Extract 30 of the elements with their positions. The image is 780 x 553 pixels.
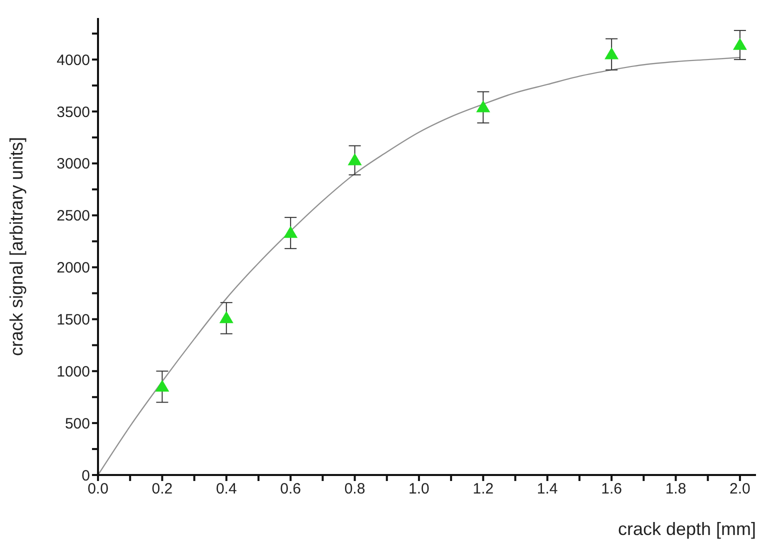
x-tick-label: 0.6 [280, 480, 302, 498]
x-tick-label: 0.4 [216, 480, 237, 498]
x-tick-label: 1.4 [536, 480, 558, 498]
y-tick-label: 3000 [56, 156, 90, 173]
y-tick-label: 0 [82, 467, 90, 484]
y-tick-label: 2000 [56, 260, 90, 277]
x-tick-label: 1.0 [408, 480, 430, 498]
point [604, 47, 619, 60]
point [348, 153, 362, 166]
y-tick-label: 1000 [56, 363, 90, 380]
y-tick-label: 2500 [56, 208, 90, 225]
x-tick-label: 1.2 [472, 480, 494, 498]
y-tick-label: 500 [64, 415, 90, 432]
x-tick-label: 2.0 [730, 480, 750, 498]
point [732, 38, 747, 50]
y-tick-label: 1500 [56, 312, 90, 329]
point [219, 311, 234, 324]
point [155, 380, 170, 392]
y-tick-label: 4000 [56, 52, 90, 69]
x-tick-label: 0.8 [344, 480, 366, 498]
x-tick-label: 1.6 [601, 480, 622, 498]
x-tick-label: 1.8 [665, 480, 686, 498]
x-axis-title: crack depth [mm] [618, 519, 756, 539]
y-tick-label: 3500 [56, 104, 90, 121]
x-tick-label: 0.2 [152, 480, 173, 498]
line-series [98, 56, 741, 475]
point [284, 226, 298, 238]
point [476, 100, 490, 112]
y-axis-title: crack signal [arbitrary units] [6, 136, 26, 356]
x-tick-label: 0.0 [88, 480, 108, 498]
